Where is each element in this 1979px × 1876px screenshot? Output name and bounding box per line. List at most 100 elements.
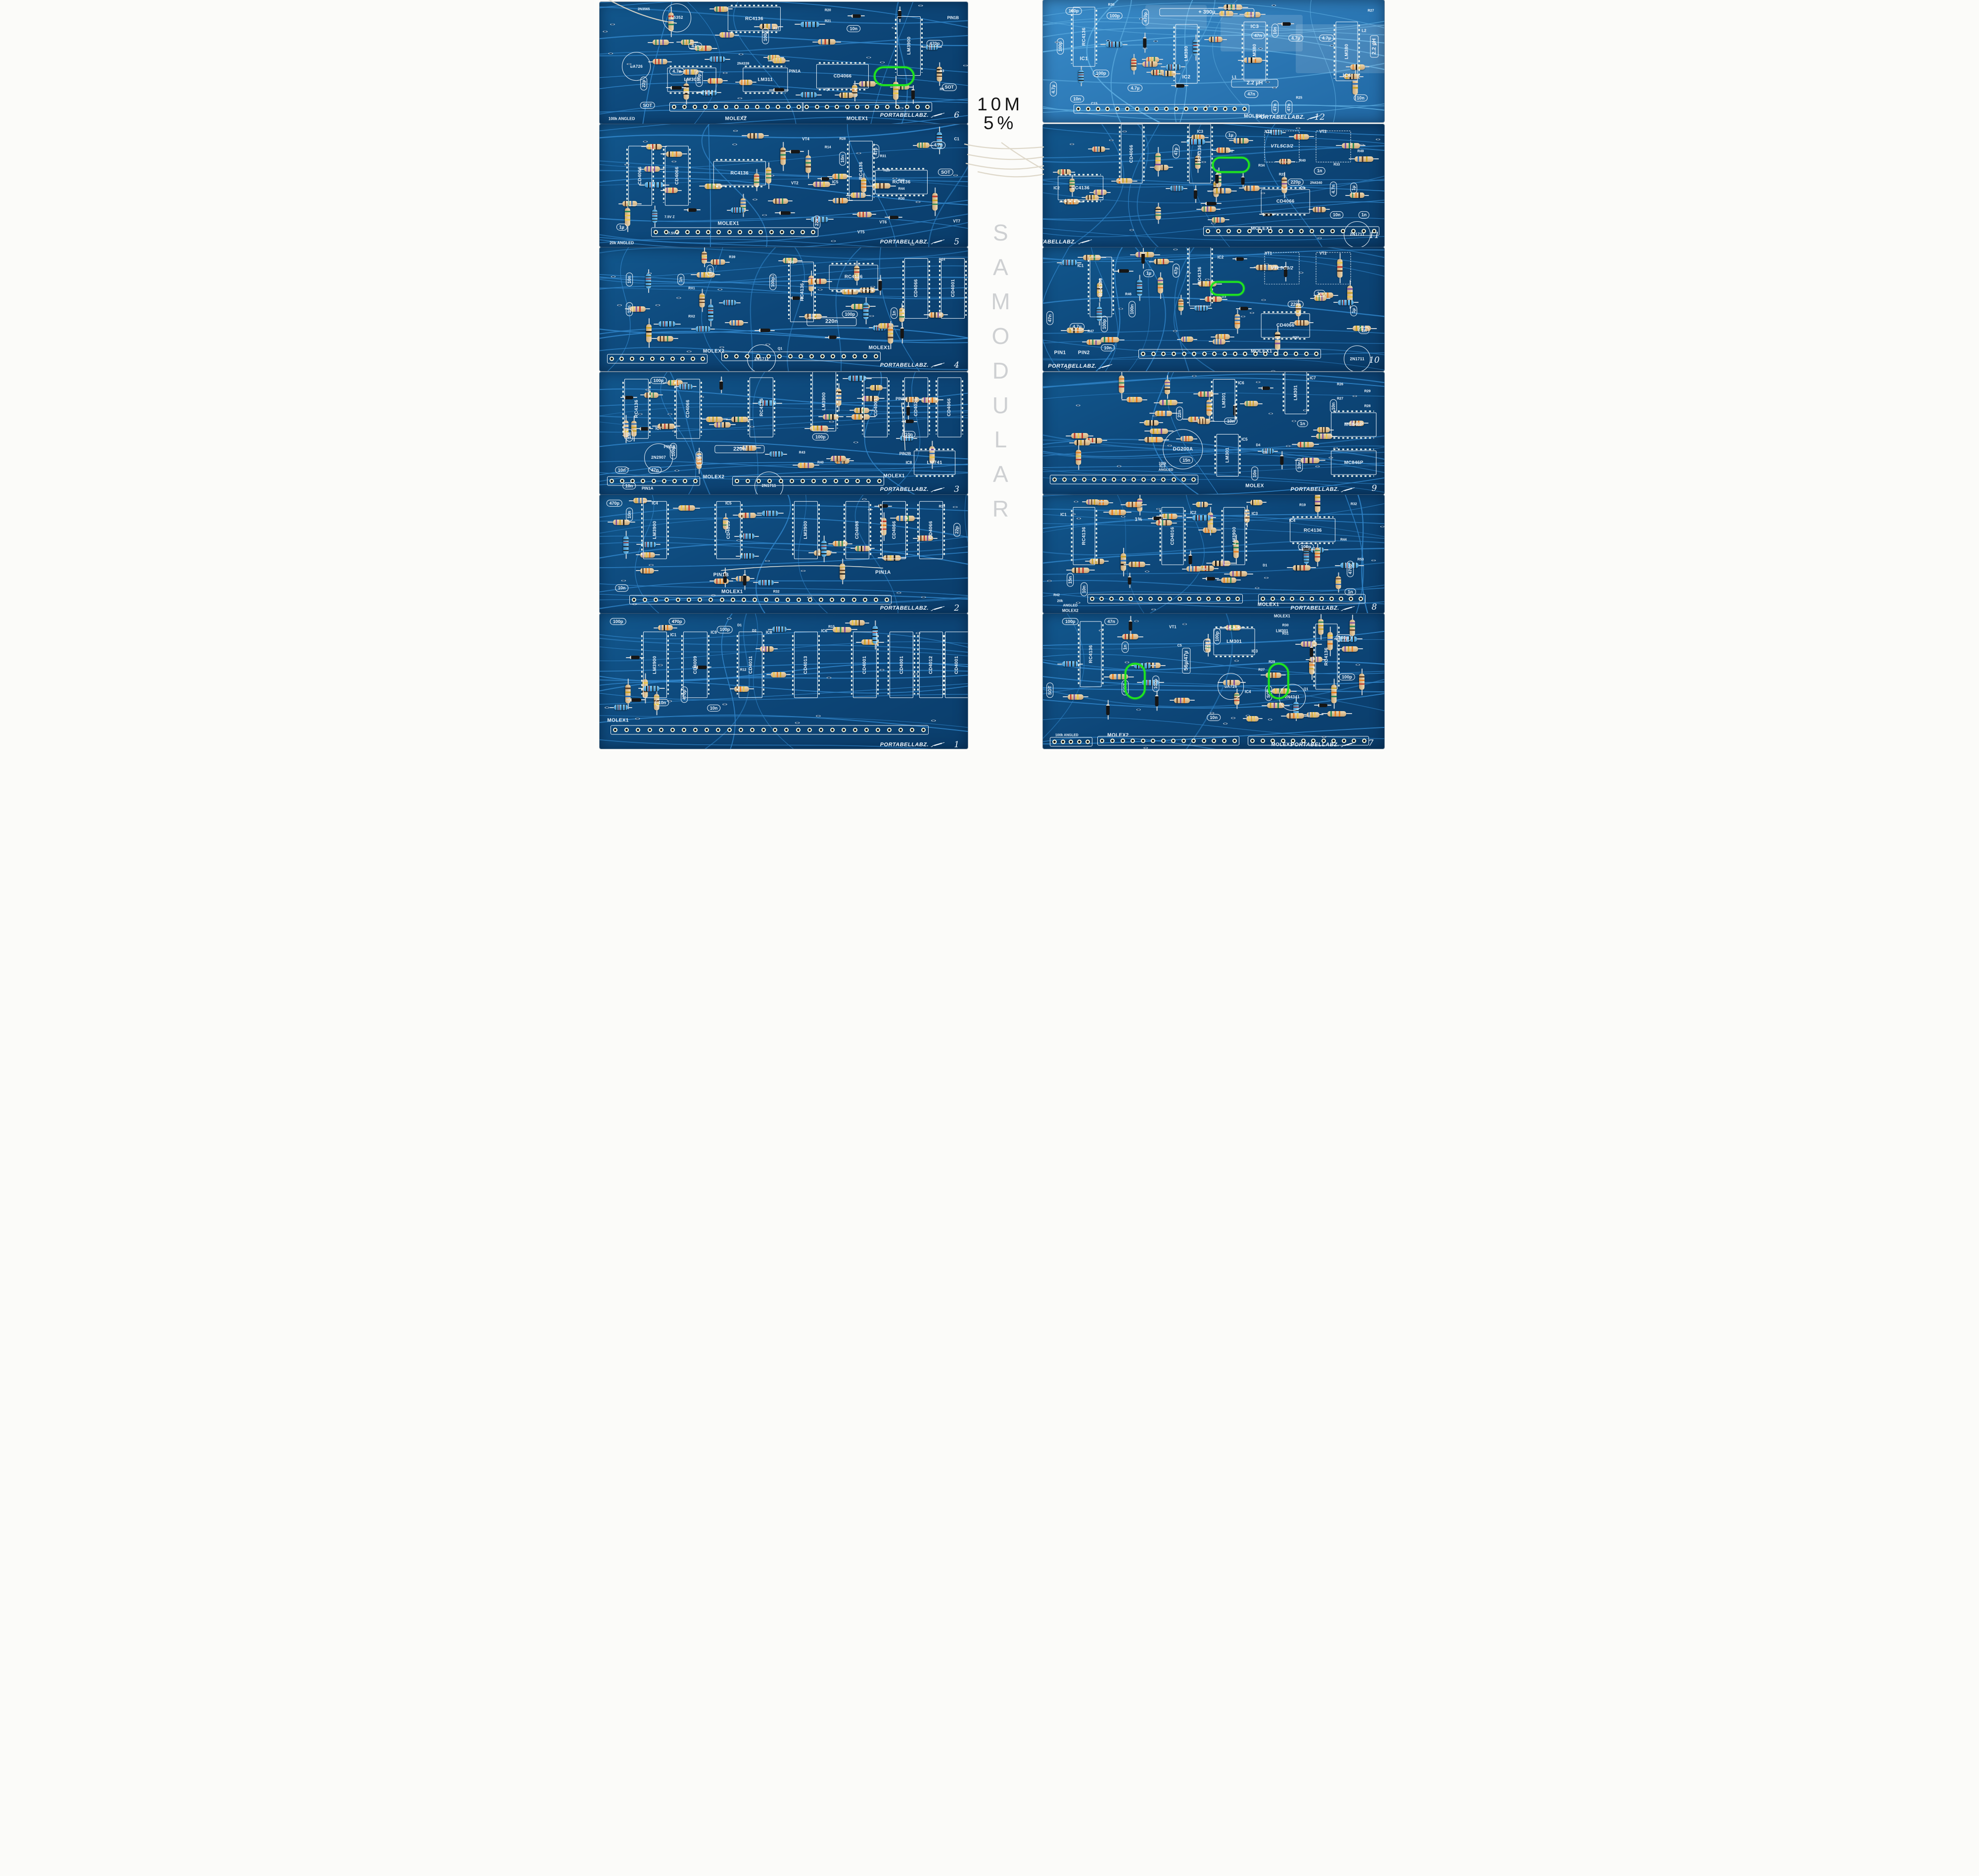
ic-pad-row xyxy=(714,504,716,557)
silk-text-d3: D3 xyxy=(1222,295,1226,299)
molex-hole xyxy=(629,356,634,361)
molex-connector xyxy=(1049,475,1198,484)
diode-body xyxy=(1261,386,1270,390)
resistor-body xyxy=(710,259,726,265)
resistor-body xyxy=(1078,70,1084,83)
molex-hole xyxy=(905,104,910,109)
resistor xyxy=(1339,74,1364,80)
silk-text-pin1b: PIN1B xyxy=(713,572,729,578)
resistor-body xyxy=(658,423,675,429)
molex-hole xyxy=(1177,596,1182,601)
resistor xyxy=(708,299,714,327)
resistor xyxy=(678,69,704,75)
resistor xyxy=(895,435,917,441)
resistor-body xyxy=(759,24,778,30)
resistor-body xyxy=(811,216,829,222)
molex-hole xyxy=(675,597,680,602)
resistor xyxy=(660,151,688,157)
ic-cd4001: CD4001 xyxy=(861,378,890,437)
ic-cd4001: CD4001 xyxy=(850,631,879,698)
silk-text-r32: R32 xyxy=(773,590,780,594)
resistor xyxy=(1066,567,1095,573)
molex-connector xyxy=(1097,736,1239,746)
molex-hole xyxy=(1301,738,1306,743)
resistor xyxy=(1192,281,1222,287)
molex-hole xyxy=(1167,596,1172,601)
resistor-body xyxy=(640,552,656,558)
resistor xyxy=(1261,703,1290,709)
molex-hole xyxy=(1206,596,1211,601)
soldering-iron-icon xyxy=(1307,115,1321,120)
ic-rc4136: RC4136 xyxy=(847,141,875,201)
molex-hole xyxy=(778,479,783,483)
molex-connector xyxy=(1138,349,1321,359)
molex-hole xyxy=(609,479,614,483)
brand-logo: PORTABELLABZ. xyxy=(1256,114,1321,120)
molex-hole xyxy=(1358,596,1363,601)
ic-label: CD4001 xyxy=(898,656,904,674)
ic-cd4066: CD4066 xyxy=(917,501,945,559)
molex-hole xyxy=(1181,477,1186,482)
resistor-body xyxy=(740,553,754,559)
brand-name: PORTABELLABZ. xyxy=(880,741,929,748)
resistor-body xyxy=(772,58,786,64)
resistor-body xyxy=(1349,420,1365,426)
resistor xyxy=(735,79,757,85)
molex-hole xyxy=(1329,596,1334,601)
brand-name: PORTABELLABZ. xyxy=(880,239,929,245)
resistor xyxy=(691,272,721,278)
resistor-body xyxy=(640,568,654,574)
diode xyxy=(885,215,903,219)
resistor xyxy=(1200,296,1227,302)
resistor xyxy=(732,512,762,518)
resistor xyxy=(765,451,787,457)
green-highlight-oval xyxy=(1125,663,1146,700)
silk-text-ic5: IC5 xyxy=(1241,437,1248,442)
resistor-body xyxy=(757,579,774,585)
resistor xyxy=(1240,401,1263,407)
silk-text-ic5: IC5 xyxy=(725,501,732,505)
molex-hole xyxy=(769,230,774,235)
resistor-body xyxy=(1155,520,1172,526)
ic-cd4098: CD4098 xyxy=(843,501,871,559)
molex-hole xyxy=(796,104,801,109)
ic-pad-row xyxy=(1184,510,1186,563)
board-number: 11 xyxy=(1368,231,1380,241)
diode-body xyxy=(1152,517,1163,521)
resistor-body xyxy=(1192,515,1211,521)
resistor xyxy=(922,44,942,50)
resistor xyxy=(1144,428,1174,434)
resistor-body xyxy=(1142,61,1158,67)
ic-pad-row xyxy=(1078,624,1080,684)
silk-text-r29: R29 xyxy=(1364,389,1371,393)
molex-hole xyxy=(1141,477,1146,482)
resistor xyxy=(1228,138,1254,144)
resistor-body xyxy=(652,209,658,223)
molex-hole xyxy=(620,479,625,483)
molex-hole xyxy=(1293,351,1298,356)
resistor xyxy=(827,174,852,180)
resistor xyxy=(1136,275,1142,301)
resistor xyxy=(1149,259,1174,265)
resistor-body xyxy=(1144,420,1159,426)
brand-logo: PORTABELLABZ. xyxy=(1048,363,1113,369)
ic-label: 2N1711 xyxy=(1350,356,1365,361)
molex-hole xyxy=(796,727,801,732)
resistor xyxy=(768,58,790,64)
cap-label-10n: 10n xyxy=(614,584,629,592)
board-8: RC4136 CD4016 LM3900 RC4136 15n 10n 100p 470p 1n… xyxy=(1043,494,1385,613)
silk-text-r43: R43 xyxy=(799,451,805,455)
diode xyxy=(1241,173,1245,189)
resistor xyxy=(648,40,674,46)
molex-hole xyxy=(765,104,770,109)
resistor-body xyxy=(1194,305,1208,311)
resistor xyxy=(912,143,934,148)
diode-body xyxy=(1194,189,1198,199)
soldering-iron-icon xyxy=(931,113,944,118)
resistor-body xyxy=(1224,4,1243,10)
ic-label: RC4136 xyxy=(858,161,864,180)
resistor xyxy=(890,515,920,521)
molex-hole xyxy=(719,597,724,602)
molex-hole xyxy=(830,597,835,602)
molex-hole xyxy=(1270,596,1275,601)
